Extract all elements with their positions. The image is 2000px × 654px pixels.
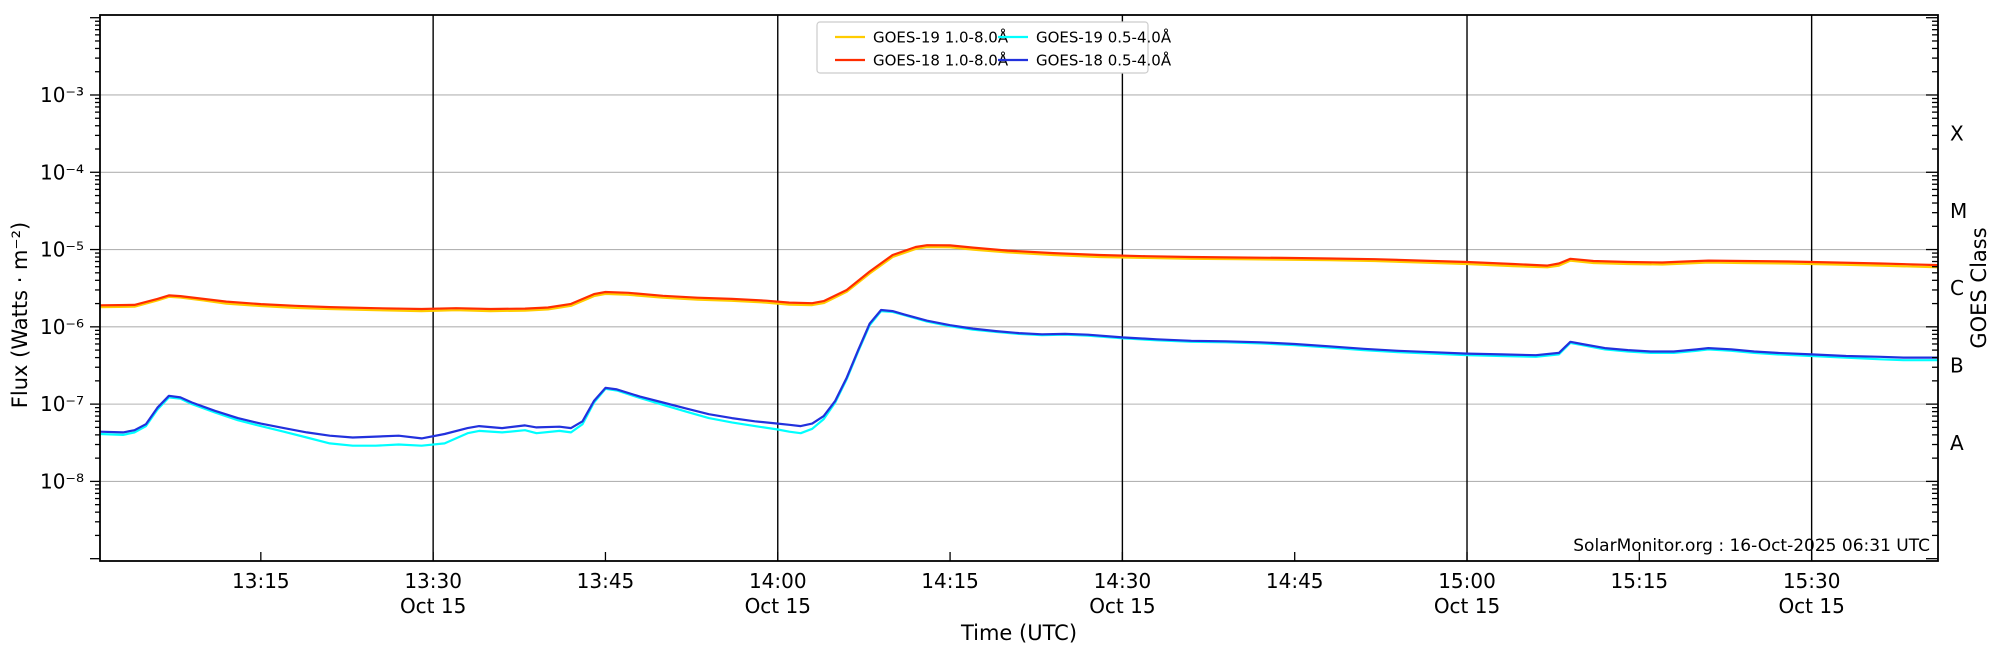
x-tick-label: 13:15 <box>232 569 290 593</box>
x-axis-title: Time (UTC) <box>960 621 1077 645</box>
x-tick-label: 13:30 <box>404 569 462 593</box>
series-lines <box>100 244 1938 447</box>
legend-box <box>816 21 1149 74</box>
y-axis-labels: 10⁻³ 10⁻⁴ 10⁻⁵ 10⁻⁶ 10⁻⁷ 10⁻⁸ <box>40 83 84 493</box>
x-tick-label: 15:15 <box>1611 569 1669 593</box>
x-tick-label: 14:45 <box>1266 569 1324 593</box>
x-tick-sublabel: Oct 15 <box>1778 594 1844 618</box>
y-tick-label: 10⁻⁵ <box>40 238 84 262</box>
series-line-0 <box>100 245 1938 313</box>
legend-entry-label: GOES-19 1.0-8.0Å <box>873 28 1009 47</box>
x-tick-label: 15:30 <box>1783 569 1841 593</box>
x-tick-sublabel: Oct 15 <box>1089 594 1155 618</box>
goes-class-letter: C <box>1950 276 1964 300</box>
y-tick-label: 10⁻³ <box>40 83 84 107</box>
x-tick-sublabel: Oct 15 <box>1434 594 1500 618</box>
series-line-3 <box>100 308 1938 440</box>
y-tick-label: 10⁻⁷ <box>40 392 84 416</box>
x-tick-sublabel: Oct 15 <box>745 594 811 618</box>
solarmonitor-timestamp: SolarMonitor.org : 16-Oct-2025 06:31 UTC <box>1573 536 1930 556</box>
x-tick-sublabel: Oct 15 <box>400 594 466 618</box>
x-tick-label: 14:15 <box>921 569 979 593</box>
y-tick-label: 10⁻⁶ <box>40 315 84 339</box>
x-tick-label: 13:45 <box>577 569 635 593</box>
goes-class-letter: X <box>1950 122 1964 146</box>
legend-entry-label: GOES-18 1.0-8.0Å <box>873 51 1009 70</box>
legend-entry-label: GOES-18 0.5-4.0Å <box>1036 51 1172 70</box>
goes-class-letter: M <box>1950 199 1967 223</box>
legend-entry-label: GOES-19 0.5-4.0Å <box>1036 28 1172 47</box>
axis-ticks <box>90 17 1938 561</box>
x-tick-label: 15:00 <box>1438 569 1496 593</box>
y-tick-label: 10⁻⁴ <box>40 160 84 184</box>
legend: GOES-19 1.0-8.0Å GOES-18 1.0-8.0Å GOES-19 … <box>816 21 1172 74</box>
plot-frame <box>99 14 1939 562</box>
series-line-1 <box>100 244 1938 311</box>
x-tick-label: 14:30 <box>1094 569 1152 593</box>
x-tick-label: 14:00 <box>749 569 807 593</box>
goes-class-labels: X M C B A <box>1950 122 1967 455</box>
goes-class-letter: B <box>1950 353 1964 377</box>
goes-class-letter: A <box>1950 431 1964 455</box>
right-axis-title: GOES Class <box>1967 227 1991 348</box>
y-axis-title: Flux (Watts · m⁻²) <box>8 222 32 408</box>
gridlines <box>100 94 1938 482</box>
y-tick-label: 10⁻⁸ <box>40 469 84 493</box>
halfhour-vlines <box>432 15 1813 561</box>
